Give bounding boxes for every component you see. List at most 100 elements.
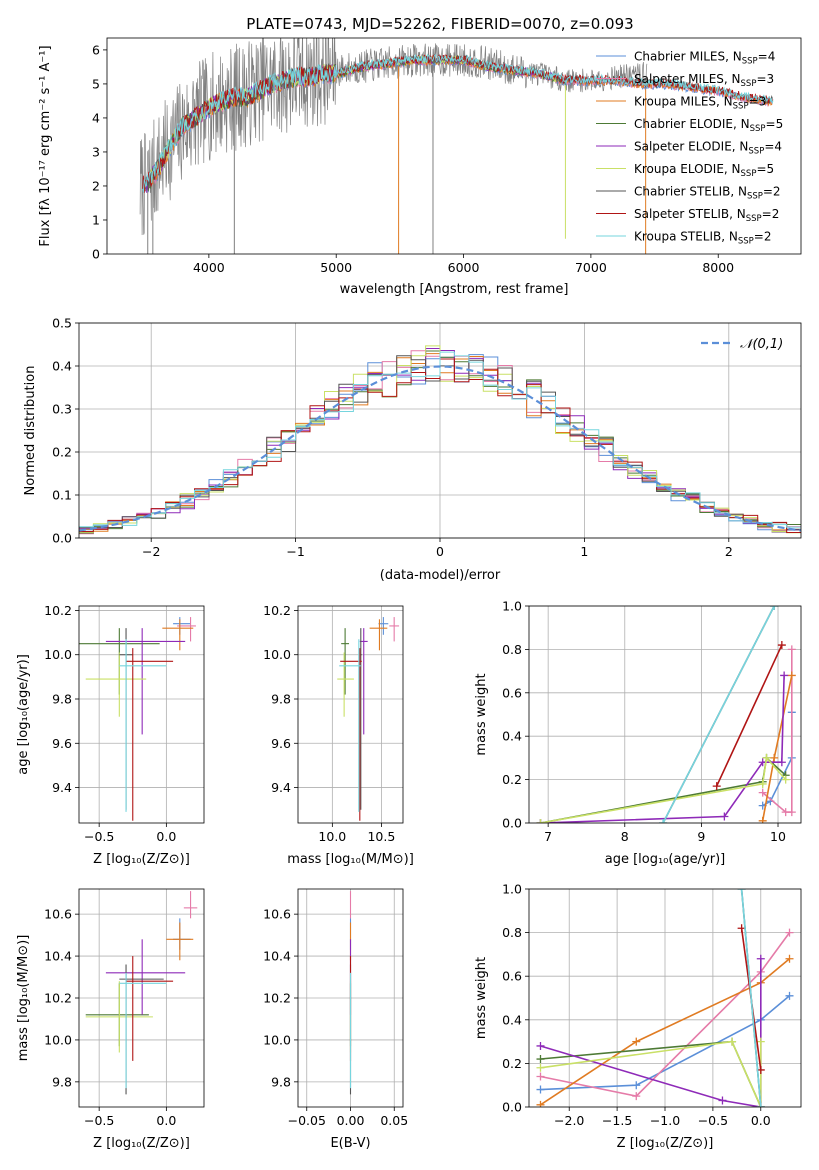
y-tick-label: 0.6 [502,969,522,984]
weight-marker [536,1041,545,1050]
weight-line [540,995,791,1091]
x-tick-label: 10.5 [367,829,395,844]
legend-label-sub: SSP [741,79,757,89]
weight-line [540,756,787,823]
weight-marker [632,1081,641,1090]
x-tick-label: 8000 [702,260,734,275]
x-tick-label: −1.5 [602,1113,632,1128]
legend-label-sub: SSP [738,237,754,247]
y-tick-label: 1.0 [502,882,522,897]
y-tick-label: 9.6 [52,736,72,751]
x-tick-label: 0.0 [751,1113,771,1128]
y-tick-label: 9.8 [271,692,291,707]
weight-marker [632,1092,641,1101]
legend-label: Chabrier MILES, NSSP=4 [634,50,775,67]
legend-label-suffix: =2 [762,207,780,221]
y-tick-label: 0.1 [52,488,72,503]
x-axis-label: wavelength [Angstrom, rest frame] [340,282,569,297]
x-tick-label: −0.05 [288,1113,326,1128]
x-tick-label: 4000 [193,260,225,275]
weight-marker [756,954,765,963]
x-tick-label: −2.0 [554,1113,584,1128]
legend-label-name: Kroupa STELIB, N [634,230,738,244]
plot-age_vs_mass: 10.0 10.5 9.4 9.6 9.8 10.0 10.2 mass [log₁₀(M/M… [263,603,414,867]
y-tick-label: 0 [92,247,100,262]
x-tick-label: −2 [142,544,160,559]
y-tick-label: 10.4 [263,949,291,964]
legend-label: Chabrier STELIB, NSSP=2 [634,185,781,202]
x-tick-label: 10.0 [318,829,346,844]
weight-marker [787,808,796,817]
weight-line [662,606,775,823]
y-tick-label: 10.4 [44,949,72,964]
weight-line [540,756,787,823]
weight-marker [787,671,796,680]
legend-label-name: Kroupa ELODIE, N [634,162,741,176]
axes-frame [528,605,802,824]
y-tick-label: 0.0 [52,531,72,546]
x-axis-label: Z [log₁₀(Z/Z⊙)] [93,852,190,867]
legend-label-sub: SSP [746,214,762,224]
weight-marker [536,1100,545,1107]
x-tick-label: 10 [770,829,786,844]
weight-marker [536,1055,545,1064]
y-tick-label: 0.3 [52,402,72,417]
plot-area [79,345,801,535]
legend-label-suffix: =5 [756,162,774,176]
plot-area [85,891,198,1095]
legend-label: Salpeter STELIB, NSSP=2 [634,207,779,224]
weight-line [540,958,791,1106]
weight-marker [758,816,767,823]
y-tick-label: 2 [92,178,100,193]
plot-residuals: −2 −1 0 1 2 0.0 0.1 0.2 0.3 0.4 0.5 (data-model)/er… [23,316,802,583]
y-tick-label: 0.2 [52,445,72,460]
weight-marker [536,1063,545,1072]
x-tick-label: −0.5 [84,829,114,844]
legend-label-suffix: =2 [754,230,772,244]
weight-marker [756,1103,765,1107]
weight-marker [785,928,794,937]
y-tick-label: 9.6 [271,736,291,751]
x-axis-label: mass [log₁₀(M/M⊙)] [287,852,414,867]
plot-area [139,38,774,254]
y-tick-label: 0.8 [502,925,522,940]
y-axis-label: Flux [fλ 10⁻¹⁷ erg cm⁻² s⁻¹ A⁻¹] [38,45,53,246]
x-tick-label: 5000 [320,260,352,275]
y-axis-label: Normed distribution [23,366,38,496]
x-tick-label: −0.5 [84,1113,114,1128]
x-tick-label: 0.0 [156,1113,176,1128]
model-spectrum [142,53,774,193]
y-tick-label: 10.0 [44,1032,72,1047]
y-tick-label: 0.2 [502,1056,522,1071]
x-tick-label: 9 [697,829,705,844]
weight-marker [758,779,767,788]
y-tick-label: 1 [92,212,100,227]
legend-label: Kroupa STELIB, NSSP=2 [634,230,772,247]
weight-line [540,932,791,1097]
y-tick-label: 9.8 [52,692,72,707]
y-tick-label: 10.2 [44,603,72,618]
x-tick-label: 0.0 [156,829,176,844]
y-tick-label: 9.4 [271,780,291,795]
weight-marker [659,819,668,823]
legend-label-sub: SSP [747,192,763,202]
weight-marker [758,788,767,797]
legend-label-suffix: =2 [763,185,781,199]
y-tick-label: 10.6 [44,907,72,922]
weight-marker [780,671,789,680]
legend-label: Chabrier ELODIE, NSSP=5 [634,117,783,134]
y-tick-label: 0.0 [502,1100,522,1115]
weight-marker [718,1096,727,1105]
weight-line [761,675,793,821]
y-tick-label: 0.4 [502,729,522,744]
legend-label: Kroupa ELODIE, NSSP=5 [634,162,774,179]
x-tick-label: 6000 [448,260,480,275]
plot-area [536,889,794,1107]
plot-spectrum: 4000 5000 6000 7000 8000 0 1 2 3 4 5 6 wavelength [A… [38,37,802,297]
y-tick-label: 10.0 [44,647,72,662]
y-tick-label: 3 [92,144,100,159]
y-tick-label: 0.6 [502,685,522,700]
y-tick-label: 9.8 [52,1074,72,1089]
axes-frame [78,605,205,824]
